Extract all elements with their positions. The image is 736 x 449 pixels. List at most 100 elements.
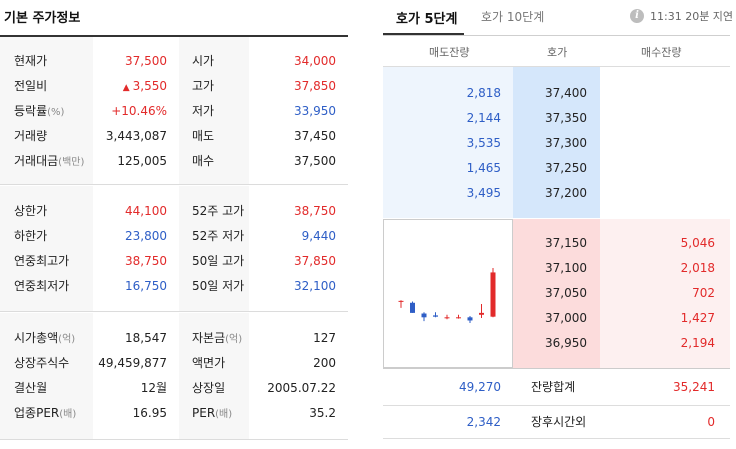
info-row: 연중최저가 16,750 50일 저가 32,100	[0, 276, 348, 296]
tab-10-level-quotes[interactable]: 호가 10단계	[481, 10, 545, 24]
info-value: 38,750	[125, 254, 167, 268]
ask-qty: 2,144	[466, 111, 501, 125]
info-value: 18,547	[125, 331, 167, 345]
summary-row-after-hours: 2,342 장후시간외 0	[383, 412, 730, 432]
info-value: 37,500	[294, 154, 336, 168]
info-label: 현재가	[14, 54, 48, 68]
info-label: 매수	[192, 154, 215, 168]
info-label: 전일비	[14, 79, 48, 93]
info-value: +10.46%	[111, 104, 167, 118]
summary-divider	[383, 368, 730, 369]
info-value: 37,500	[125, 54, 167, 68]
info-label: 매도	[192, 129, 215, 143]
title-divider	[0, 35, 348, 37]
info-value: 49,459,877	[98, 356, 167, 370]
ask-qty-area	[383, 67, 513, 218]
ask-row[interactable]: 2,818 37,400	[383, 83, 730, 103]
up-triangle-icon: ▲	[122, 83, 130, 93]
ask-row[interactable]: 2,144 37,350	[383, 108, 730, 128]
ask-row[interactable]: 3,535 37,300	[383, 133, 730, 153]
info-label: 등락률(%)	[14, 104, 65, 118]
info-row: 거래량 3,443,087 매도 37,450	[0, 126, 348, 146]
candle-body	[398, 300, 404, 302]
info-row: 시가총액(억) 18,547 자본금(억) 127	[0, 328, 348, 348]
bid-price-area	[513, 219, 600, 368]
bid-qty: 1,427	[680, 311, 715, 325]
info-label: 거래대금(백만)	[14, 154, 85, 168]
bid-price: 37,150	[545, 236, 587, 250]
ask-price: 37,200	[545, 186, 587, 200]
ask-row[interactable]: 3,495 37,200	[383, 183, 730, 203]
bid-row[interactable]: 36,950 2,194	[383, 333, 730, 353]
unit-label: (백만)	[58, 157, 85, 168]
bid-row[interactable]: 37,000 1,427	[383, 308, 730, 328]
bid-qty: 2,194	[680, 336, 715, 350]
bid-price: 37,000	[545, 311, 587, 325]
unit-label: (배)	[215, 409, 233, 420]
info-label: 연중최저가	[14, 279, 70, 293]
ask-price: 37,250	[545, 161, 587, 175]
label-column-bg	[179, 186, 249, 311]
info-value: 2005.07.22	[267, 381, 336, 395]
candle-body	[421, 313, 427, 318]
candle-body	[490, 272, 496, 317]
bid-qty: 702	[692, 286, 715, 300]
bid-qty: 5,046	[680, 236, 715, 250]
info-value: 37,450	[294, 129, 336, 143]
ask-qty: 1,465	[466, 161, 501, 175]
mini-candlestick-chart	[383, 219, 513, 368]
info-value: 16.95	[132, 406, 167, 420]
info-value: 200	[313, 356, 336, 370]
ask-price: 37,400	[545, 86, 587, 100]
unit-label: (배)	[59, 409, 77, 420]
candle-body	[444, 317, 450, 319]
bid-row[interactable]: 37,100 2,018	[383, 258, 730, 278]
info-label: 연중최고가	[14, 254, 70, 268]
info-label: 시가총액(억)	[14, 331, 76, 345]
bid-qty: 2,018	[680, 261, 715, 275]
active-tab-indicator	[383, 33, 464, 35]
unit-label: (%)	[47, 107, 65, 118]
info-value: 35.2	[309, 406, 336, 420]
summary-divider	[383, 438, 730, 439]
info-value: 9,440	[301, 229, 336, 243]
candle-body	[467, 317, 473, 321]
info-value: 32,100	[294, 279, 336, 293]
bid-row[interactable]: 37,050 702	[383, 283, 730, 303]
info-icon[interactable]: i	[630, 9, 644, 23]
bid-price: 36,950	[545, 336, 587, 350]
bid-price: 37,050	[545, 286, 587, 300]
tab-5-level-quotes[interactable]: 호가 5단계	[396, 12, 458, 27]
label-column-bg	[0, 37, 93, 184]
unit-label: (억)	[58, 334, 76, 345]
info-value: 38,750	[294, 204, 336, 218]
info-label: 고가	[192, 79, 215, 93]
header-ask-qty: 매도잔량	[429, 46, 470, 59]
info-label: 상한가	[14, 204, 48, 218]
total-remaining-label: 잔량합계	[531, 380, 576, 394]
ask-qty: 3,535	[466, 136, 501, 150]
info-label: 시가	[192, 54, 215, 68]
info-value: 12월	[140, 381, 167, 395]
info-label: 50일 저가	[192, 279, 245, 293]
mini-chart-svg	[398, 268, 496, 323]
info-label: 하한가	[14, 229, 48, 243]
total-bid-qty: 35,241	[673, 380, 715, 394]
total-ask-qty: 49,270	[459, 380, 501, 394]
ask-price: 37,300	[545, 136, 587, 150]
info-value: ▲ 3,550	[122, 79, 167, 93]
header-price: 호가	[547, 46, 568, 59]
ask-row[interactable]: 1,465 37,250	[383, 158, 730, 178]
bid-row[interactable]: 37,150 5,046	[383, 233, 730, 253]
ask-qty: 2,818	[466, 86, 501, 100]
info-label: 액면가	[192, 356, 226, 370]
info-label: 50일 고가	[192, 254, 245, 268]
candle-body	[456, 317, 461, 319]
header-bid-qty: 매수잔량	[641, 46, 682, 59]
info-value: 37,850	[294, 79, 336, 93]
info-value: 37,850	[294, 254, 336, 268]
delay-status-text: 11:31 20분 지연	[650, 10, 734, 23]
orderbook-header: 매도잔량 호가 매수잔량	[383, 36, 730, 67]
bid-price: 37,100	[545, 261, 587, 275]
after-hours-bid-qty: 0	[707, 415, 715, 429]
